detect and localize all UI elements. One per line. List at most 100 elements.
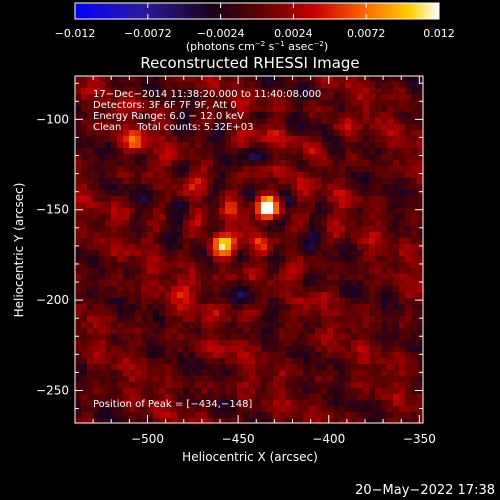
heatmap-cell bbox=[159, 154, 166, 161]
heatmap-cell bbox=[255, 388, 262, 395]
heatmap-cell bbox=[321, 166, 328, 173]
heatmap-cell bbox=[135, 166, 142, 173]
heatmap-cell bbox=[177, 208, 184, 215]
heatmap-cell bbox=[381, 196, 388, 203]
heatmap-cell bbox=[261, 358, 268, 365]
heatmap-cell bbox=[399, 118, 406, 125]
heatmap-cell bbox=[249, 280, 256, 287]
heatmap-cell bbox=[369, 232, 376, 239]
heatmap-cell bbox=[147, 262, 154, 269]
heatmap-cell bbox=[189, 190, 196, 197]
heatmap-cell bbox=[339, 352, 346, 359]
heatmap-cell bbox=[297, 286, 304, 293]
heatmap-cell bbox=[111, 154, 118, 161]
x-tick-label: −350 bbox=[403, 432, 436, 446]
heatmap-cell bbox=[177, 130, 184, 137]
heatmap-cell bbox=[255, 244, 262, 251]
heatmap-cell bbox=[75, 130, 82, 137]
heatmap-cell bbox=[249, 292, 256, 299]
heatmap-cell bbox=[291, 124, 298, 131]
heatmap-cell bbox=[75, 256, 82, 263]
heatmap-cell bbox=[213, 316, 220, 323]
heatmap-cell bbox=[219, 124, 226, 131]
heatmap-cell bbox=[417, 346, 423, 353]
heatmap-cell bbox=[225, 334, 232, 341]
heatmap-cell bbox=[291, 400, 298, 407]
heatmap-cell bbox=[357, 298, 364, 305]
heatmap-cell bbox=[339, 136, 346, 143]
heatmap-cell bbox=[93, 214, 100, 221]
heatmap-cell bbox=[129, 256, 136, 263]
heatmap-cell bbox=[201, 226, 208, 233]
heatmap-cell bbox=[273, 382, 280, 389]
heatmap-cell bbox=[213, 304, 220, 311]
heatmap-cell bbox=[195, 340, 202, 347]
heatmap-cell bbox=[381, 100, 388, 107]
heatmap-cell bbox=[255, 406, 262, 413]
heatmap-cell bbox=[399, 136, 406, 143]
heatmap-cell bbox=[105, 196, 112, 203]
heatmap-cell bbox=[237, 358, 244, 365]
heatmap-cell bbox=[249, 112, 256, 119]
heatmap-cell bbox=[375, 340, 382, 347]
heatmap-cell bbox=[273, 400, 280, 407]
heatmap-cell bbox=[99, 262, 106, 269]
heatmap-cell bbox=[339, 322, 346, 329]
heatmap-cell bbox=[129, 352, 136, 359]
heatmap-cell bbox=[105, 202, 112, 209]
heatmap-cell bbox=[195, 334, 202, 341]
heatmap-cell bbox=[81, 340, 88, 347]
heatmap-cell bbox=[171, 286, 178, 293]
heatmap-cell bbox=[291, 88, 298, 95]
heatmap-cell bbox=[417, 154, 423, 161]
heatmap-cell bbox=[273, 178, 280, 185]
heatmap-cell bbox=[135, 292, 142, 299]
heatmap-cell bbox=[147, 298, 154, 305]
heatmap-cell bbox=[345, 358, 352, 365]
heatmap-cell bbox=[159, 112, 166, 119]
heatmap-cell bbox=[207, 280, 214, 287]
heatmap-cell bbox=[345, 328, 352, 335]
heatmap-cell bbox=[225, 286, 232, 293]
heatmap-cell bbox=[165, 196, 172, 203]
heatmap-cell bbox=[345, 382, 352, 389]
heatmap-cell bbox=[93, 82, 100, 89]
heatmap-cell bbox=[111, 184, 118, 191]
heatmap-cell bbox=[189, 250, 196, 257]
heatmap-cell bbox=[99, 154, 106, 161]
heatmap-cell bbox=[315, 226, 322, 233]
heatmap-cell bbox=[207, 232, 214, 239]
heatmap-cell bbox=[285, 82, 292, 89]
heatmap-cell bbox=[171, 376, 178, 383]
heatmap-cell bbox=[225, 400, 232, 407]
heatmap-cell bbox=[147, 136, 154, 143]
heatmap-cell bbox=[351, 244, 358, 251]
heatmap-cell bbox=[345, 184, 352, 191]
heatmap-cell bbox=[231, 352, 238, 359]
heatmap-cell bbox=[333, 100, 340, 107]
heatmap-cell bbox=[237, 118, 244, 125]
heatmap-cell bbox=[333, 406, 340, 413]
heatmap-cell bbox=[159, 394, 166, 401]
heatmap-cell bbox=[81, 268, 88, 275]
heatmap-cell bbox=[291, 232, 298, 239]
heatmap-cell bbox=[249, 214, 256, 221]
heatmap-cell bbox=[333, 382, 340, 389]
heatmap-cell bbox=[279, 286, 286, 293]
heatmap-cell bbox=[405, 100, 412, 107]
heatmap-cell bbox=[123, 286, 130, 293]
heatmap-cell bbox=[243, 268, 250, 275]
heatmap-cell bbox=[411, 394, 418, 401]
heatmap-cell bbox=[153, 364, 160, 371]
heatmap-cell bbox=[261, 142, 268, 149]
colorbar-tick-label: 0.0072 bbox=[347, 27, 386, 40]
heatmap-cell bbox=[189, 310, 196, 317]
heatmap-cell bbox=[135, 418, 142, 423]
heatmap-cell bbox=[129, 340, 136, 347]
heatmap-cell bbox=[249, 148, 256, 155]
heatmap-cell bbox=[129, 238, 136, 245]
heatmap-cell bbox=[213, 412, 220, 419]
heatmap-cell bbox=[141, 298, 148, 305]
heatmap-cell bbox=[183, 94, 190, 101]
heatmap-cell bbox=[351, 370, 358, 377]
